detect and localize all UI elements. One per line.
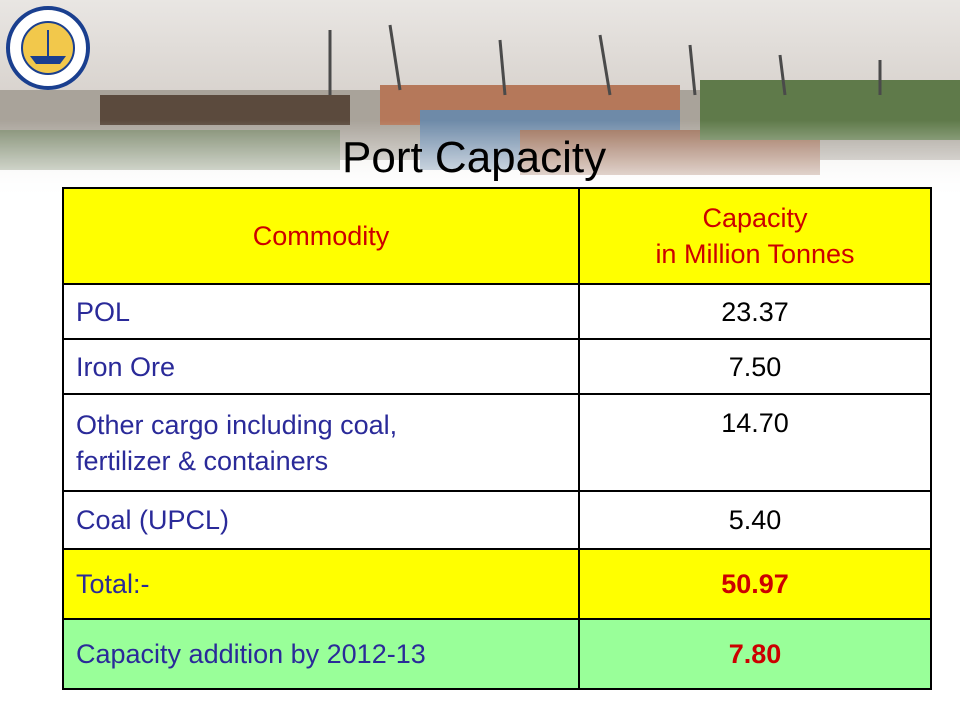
cell: 7.80 (578, 618, 932, 690)
cell: POL (62, 283, 580, 340)
cell: 50.97 (578, 548, 932, 620)
slide-title: Port Capacity (342, 133, 607, 182)
row: Other cargo including coal, fertilizer &… (62, 393, 932, 492)
cell: Capacity addition by 2012-13 (62, 618, 580, 690)
header-photo (0, 0, 960, 200)
cell: 23.37 (578, 283, 932, 340)
row: Iron Ore 7.50 (62, 338, 932, 395)
cell: Total:- (62, 548, 580, 620)
header-cell: Capacity in Million Tonnes (578, 187, 932, 285)
cell: Other cargo including coal, fertilizer &… (62, 393, 580, 492)
header-row: Commodity Capacity in Million Tonnes (62, 187, 932, 285)
cell: 14.70 (578, 393, 932, 492)
addition-row: Capacity addition by 2012-13 7.80 (62, 618, 932, 690)
cell: Iron Ore (62, 338, 580, 395)
cell: Coal (UPCL) (62, 490, 580, 550)
row: Coal (UPCL) 5.40 (62, 490, 932, 550)
header-cell: Commodity (62, 187, 580, 285)
capacity-table: Commodity Capacity in Million Tonnes POL… (62, 187, 932, 690)
total-row: Total:- 50.97 (62, 548, 932, 620)
cell: 5.40 (578, 490, 932, 550)
cell: 7.50 (578, 338, 932, 395)
row: POL 23.37 (62, 283, 932, 340)
